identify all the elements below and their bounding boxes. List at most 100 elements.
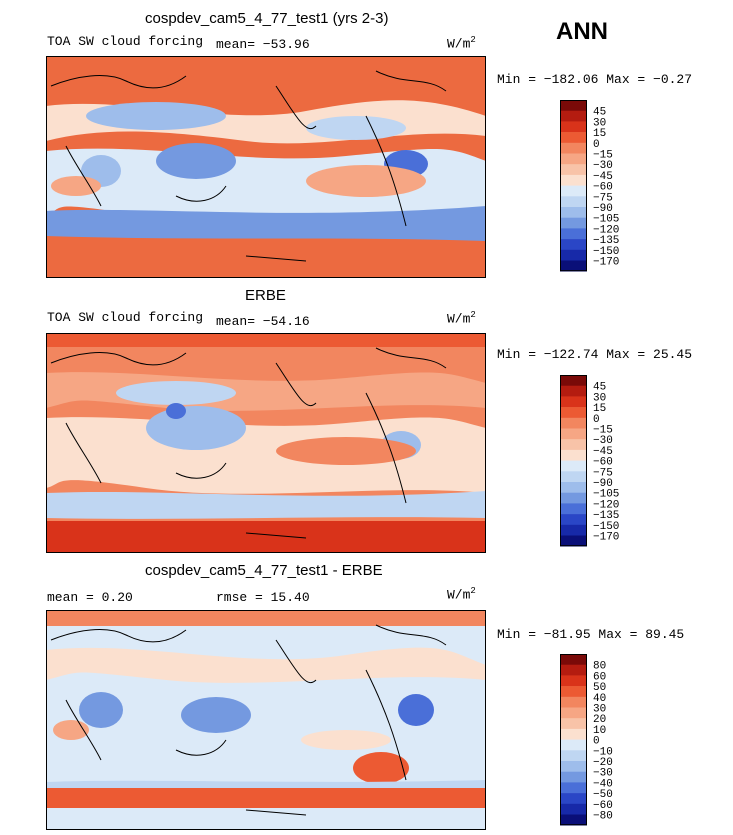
africa-low	[79, 692, 123, 728]
colorbar-swatch	[560, 407, 587, 419]
band-tropics	[46, 417, 486, 494]
colorbar-label: −120	[593, 224, 619, 236]
coastlines	[50, 347, 447, 539]
colorbar-swatch	[560, 185, 587, 197]
colorbar-swatch	[560, 174, 587, 186]
colorbar-swatch	[560, 439, 587, 451]
arctic-band	[46, 610, 486, 626]
panel-2-map	[46, 333, 486, 553]
panel-2-variable-label: TOA SW cloud forcing	[47, 310, 204, 325]
colorbar-swatch	[560, 375, 587, 386]
panel-1-units: W/m2	[447, 35, 476, 52]
colorbar-label: −170	[593, 257, 619, 269]
colorbar-swatch	[560, 153, 587, 165]
colorbar-label: 45	[593, 107, 606, 119]
panel-1-title: cospdev_cam5_4_77_test1 (yrs 2-3)	[145, 10, 389, 27]
colorbar-swatch	[560, 686, 587, 698]
pac-stratus	[306, 165, 426, 197]
panel-3-units: W/m2	[447, 586, 476, 603]
colorbar-swatch	[560, 814, 587, 826]
colorbar-label: −60	[593, 800, 613, 812]
panel-3-map	[46, 610, 486, 830]
colorbar-label: −60	[593, 457, 613, 469]
pac-stratus	[353, 752, 409, 784]
colorbar-swatch	[560, 164, 587, 176]
band-nh	[46, 647, 486, 683]
colorbar-swatch	[560, 471, 587, 483]
colorbar-frame	[560, 100, 587, 272]
colorbar-swatch	[560, 718, 587, 730]
colorbar-swatch	[560, 803, 587, 815]
colorbar-label: 30	[593, 392, 606, 404]
colorbar-swatch	[560, 228, 587, 240]
colorbar-label: 15	[593, 128, 606, 140]
southern-ocean	[46, 206, 486, 241]
colorbar-label: −60	[593, 182, 613, 194]
colorbar-swatch	[560, 121, 587, 133]
panel-1-mean-label: mean= −53.96	[216, 37, 310, 52]
colorbar-label: −45	[593, 171, 613, 183]
colorbar-label: −90	[593, 478, 613, 490]
coastlines	[50, 70, 447, 262]
colorbar-swatch	[560, 514, 587, 526]
colorbar-label: −150	[593, 246, 619, 258]
colorbar-label: −30	[593, 768, 613, 780]
colorbar-label: 0	[593, 414, 600, 426]
colorbar-swatch	[560, 460, 587, 472]
colorbar-label: −50	[593, 789, 613, 801]
arctic-band	[46, 333, 486, 347]
panel-3-mean-label: mean = 0.20	[47, 590, 133, 605]
colorbar-swatch	[560, 707, 587, 719]
colorbar-label: −15	[593, 150, 613, 162]
colorbar-swatch	[560, 428, 587, 440]
npac-low	[86, 102, 226, 130]
colorbar-swatch	[560, 385, 587, 397]
colorbar-swatch	[560, 482, 587, 493]
colorbar-label: 45	[593, 382, 606, 394]
colorbar-frame	[560, 654, 587, 826]
colorbar-swatch	[560, 142, 587, 154]
antarctic-band	[46, 788, 486, 808]
colorbar-swatch	[560, 207, 587, 218]
colorbar-swatch	[560, 535, 587, 547]
panel-3-rmse-label: rmse = 15.40	[216, 590, 310, 605]
colorbar-label: −20	[593, 757, 613, 769]
warm-pool	[156, 143, 236, 179]
colorbar-swatch	[560, 492, 587, 504]
npac-low	[116, 381, 236, 405]
panel-2-mean-label: mean= −54.16	[216, 314, 310, 329]
maritime-low	[181, 697, 251, 733]
colorbar-label: 60	[593, 671, 606, 683]
colorbar-swatch	[560, 396, 587, 408]
colorbar-swatch	[560, 793, 587, 805]
antarctic-edge	[46, 808, 486, 830]
pac-stratus	[276, 437, 416, 465]
colorbar-label: 50	[593, 682, 606, 694]
colorbar-label: 0	[593, 139, 600, 151]
colorbar-label: 40	[593, 693, 606, 705]
colorbar-swatch	[560, 728, 587, 740]
colorbar-swatch	[560, 750, 587, 762]
panel-3-minmax: Min = −81.95 Max = 89.45	[497, 627, 685, 642]
colorbar-swatch	[560, 100, 587, 111]
colorbar-label: −45	[593, 446, 613, 458]
colorbar-swatch	[560, 696, 587, 708]
natl-low	[306, 116, 406, 140]
colorbar-label: −105	[593, 214, 619, 226]
colorbar-frame	[560, 375, 587, 547]
colorbar-swatch	[560, 196, 587, 208]
colorbar-swatch	[560, 260, 587, 272]
colorbar-label: −40	[593, 778, 613, 790]
colorbar-label: 20	[593, 714, 606, 726]
colorbar-label: −75	[593, 467, 613, 479]
panel-2-minmax: Min = −122.74 Max = 25.45	[497, 347, 693, 362]
atl-stratus	[51, 176, 101, 196]
colorbar-swatch	[560, 524, 587, 536]
colorbar-swatch	[560, 110, 587, 122]
colorbar-label: 0	[593, 736, 600, 748]
antarctic-band	[46, 246, 486, 278]
colorbar-label: 30	[593, 117, 606, 129]
colorbar-swatch	[560, 782, 587, 794]
southern-ocean	[46, 491, 486, 519]
